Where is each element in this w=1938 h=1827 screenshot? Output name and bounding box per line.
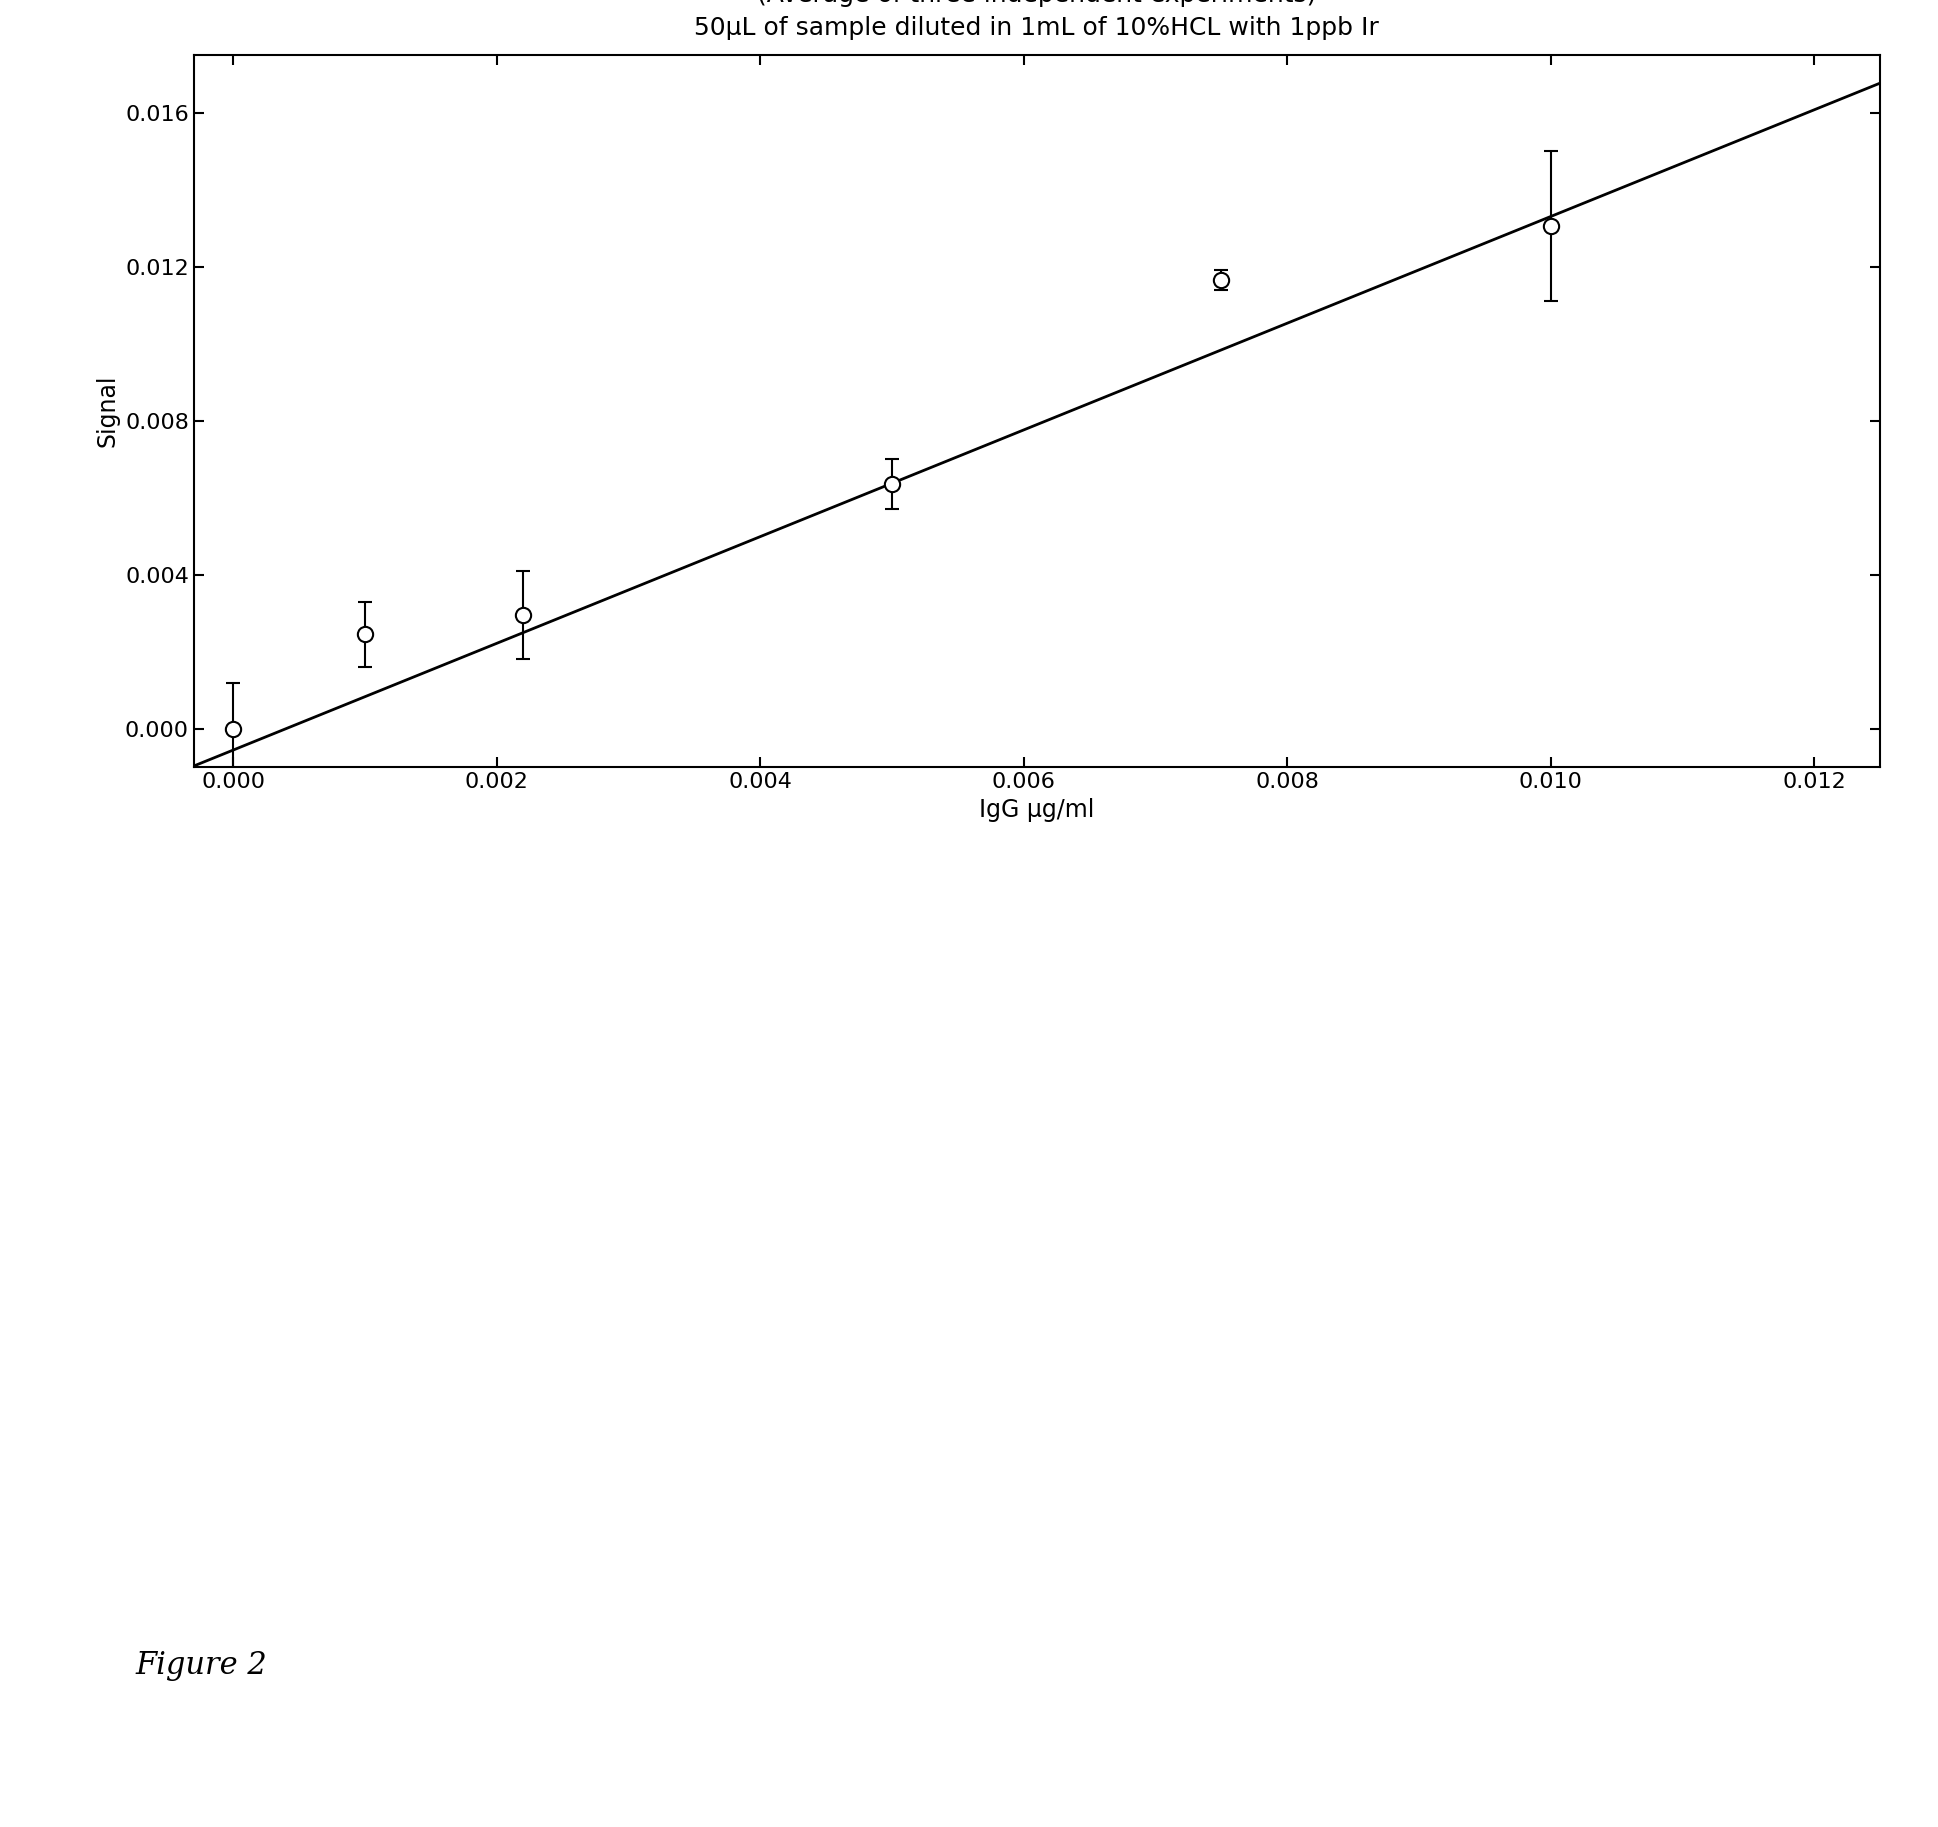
- Text: Figure 2: Figure 2: [136, 1650, 267, 1681]
- X-axis label: IgG μg/ml: IgG μg/ml: [979, 798, 1095, 822]
- Title: Protein sepharase A immunoassay with human IgG and F'ab-Au
(Average of three ind: Protein sepharase A immunoassay with hum…: [638, 0, 1436, 40]
- Y-axis label: Signal: Signal: [95, 375, 120, 448]
